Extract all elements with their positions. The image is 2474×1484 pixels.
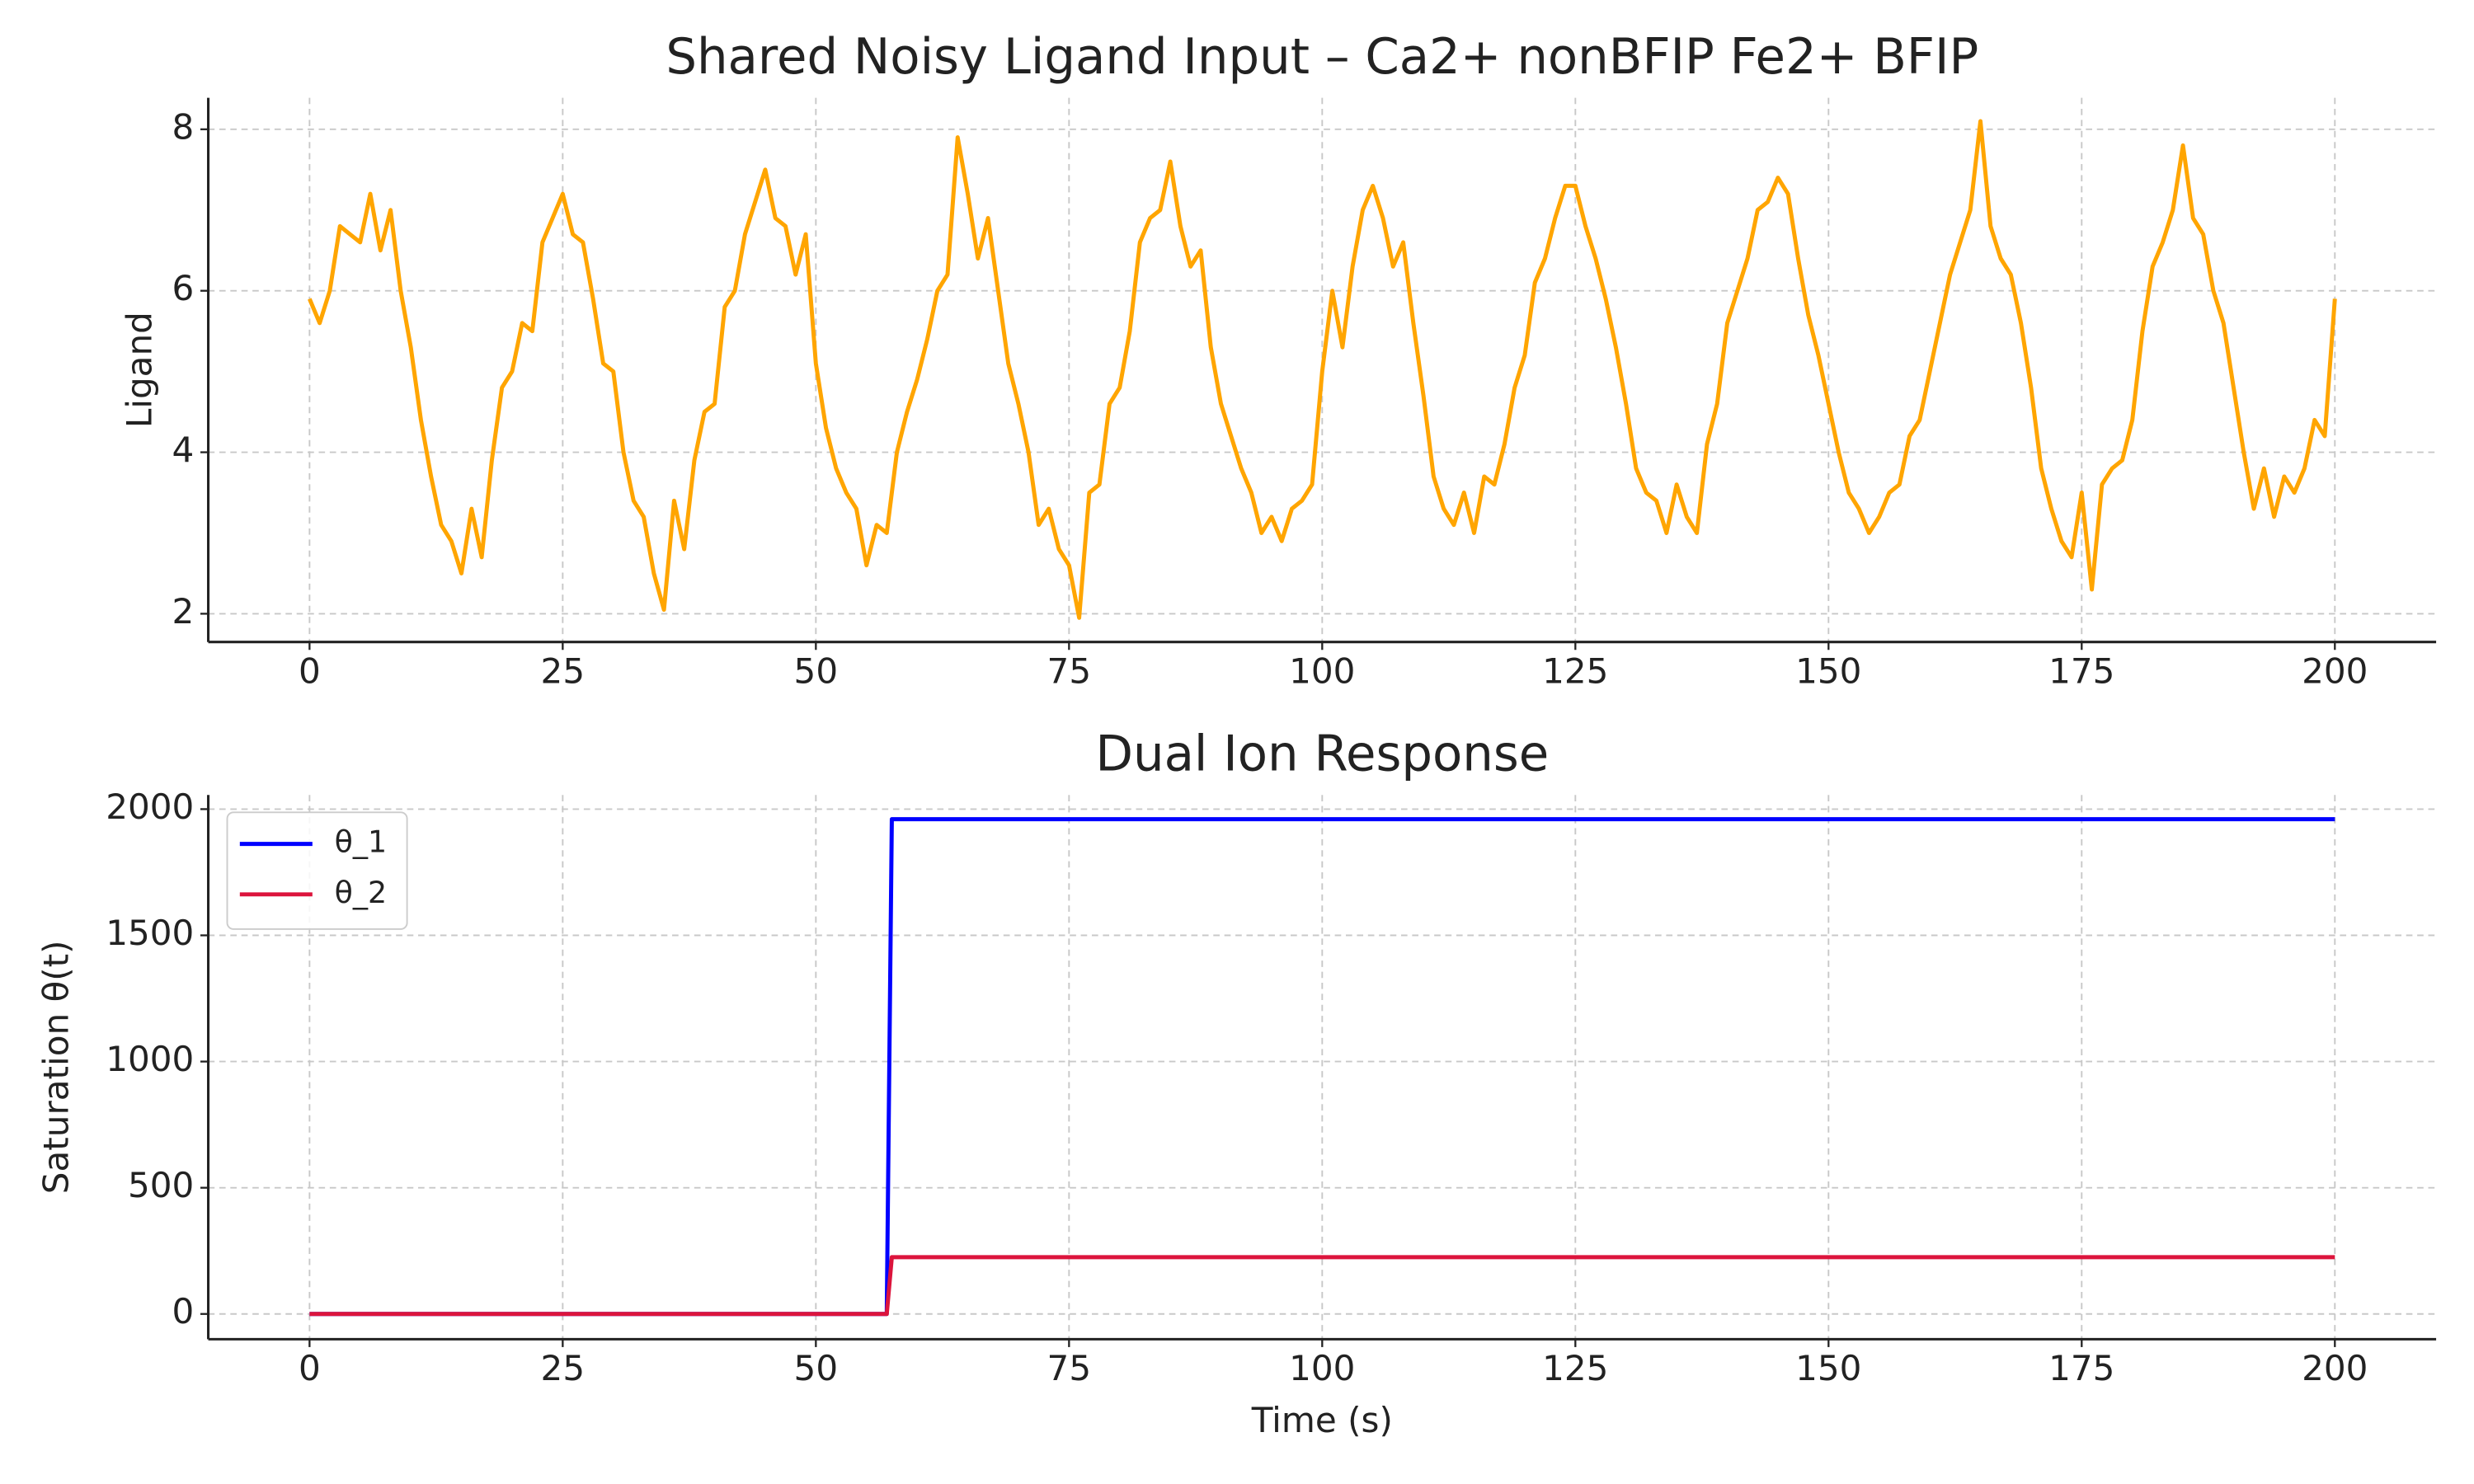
y-tick-label: 2000	[106, 787, 194, 827]
chart-title: Dual Ion Response	[1095, 725, 1549, 782]
x-tick-label: 125	[1542, 1348, 1608, 1388]
y-axis-label: Saturation θ(t)	[35, 940, 76, 1194]
data-line	[309, 1255, 2335, 1317]
x-tick-label: 25	[541, 650, 586, 691]
x-tick-label: 50	[794, 1348, 839, 1388]
y-tick-label: 1000	[106, 1039, 194, 1079]
x-tick-label: 0	[299, 650, 321, 691]
y-tick-label: 6	[172, 268, 195, 308]
x-tick-label: 75	[1047, 1348, 1092, 1388]
legend-box	[226, 811, 408, 930]
subplot: Shared Noisy Ligand Input – Ca2+ nonBFIP…	[120, 28, 2437, 691]
x-tick-label: 75	[1047, 650, 1092, 691]
x-tick-label: 150	[1795, 650, 1861, 691]
x-tick-label: 100	[1289, 650, 1355, 691]
x-tick-label: 200	[2302, 650, 2368, 691]
x-tick-label: 175	[2048, 650, 2114, 691]
x-tick-label: 0	[299, 1348, 321, 1388]
y-axis-label: Ligand	[120, 312, 160, 428]
x-tick-label: 175	[2048, 1348, 2114, 1388]
legend-label: θ_1	[335, 824, 388, 860]
data-line	[308, 119, 2337, 620]
x-tick-label: 200	[2302, 1348, 2368, 1388]
y-tick-label: 8	[172, 106, 195, 147]
chart-title: Shared Noisy Ligand Input – Ca2+ nonBFIP…	[666, 28, 1978, 85]
y-tick-label: 2	[172, 591, 195, 632]
legend-label: θ_2	[335, 875, 388, 910]
x-tick-label: 125	[1542, 650, 1608, 691]
y-tick-label: 4	[172, 430, 195, 470]
y-tick-label: 0	[172, 1291, 195, 1331]
x-tick-label: 100	[1289, 1348, 1355, 1388]
x-axis-label: Time (s)	[1251, 1400, 1393, 1440]
x-tick-label: 25	[541, 1348, 586, 1388]
x-tick-label: 50	[794, 650, 839, 691]
y-tick-label: 500	[128, 1165, 194, 1205]
legend: θ_1θ_2	[226, 811, 408, 930]
x-tick-label: 150	[1795, 1348, 1861, 1388]
y-tick-label: 1500	[106, 913, 194, 953]
